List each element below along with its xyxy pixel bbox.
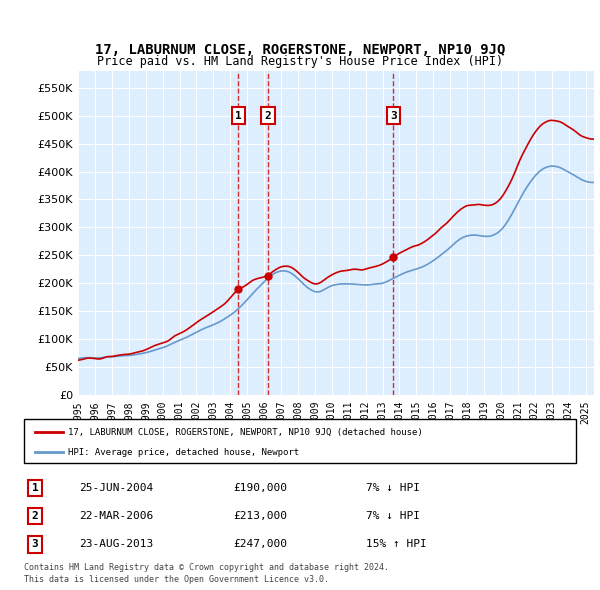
Text: Price paid vs. HM Land Registry's House Price Index (HPI): Price paid vs. HM Land Registry's House … [97,55,503,68]
Text: 17, LABURNUM CLOSE, ROGERSTONE, NEWPORT, NP10 9JQ: 17, LABURNUM CLOSE, ROGERSTONE, NEWPORT,… [95,43,505,57]
Text: 3: 3 [390,110,397,120]
Text: 25-JUN-2004: 25-JUN-2004 [79,483,154,493]
Text: £213,000: £213,000 [234,511,288,521]
Text: 22-MAR-2006: 22-MAR-2006 [79,511,154,521]
Text: 2: 2 [265,110,271,120]
Text: 7% ↓ HPI: 7% ↓ HPI [366,483,420,493]
Text: 7% ↓ HPI: 7% ↓ HPI [366,511,420,521]
Text: HPI: Average price, detached house, Newport: HPI: Average price, detached house, Newp… [68,448,299,457]
Text: 17, LABURNUM CLOSE, ROGERSTONE, NEWPORT, NP10 9JQ (detached house): 17, LABURNUM CLOSE, ROGERSTONE, NEWPORT,… [68,428,423,437]
Text: 15% ↑ HPI: 15% ↑ HPI [366,539,427,549]
FancyBboxPatch shape [24,419,576,463]
Text: £190,000: £190,000 [234,483,288,493]
Text: 23-AUG-2013: 23-AUG-2013 [79,539,154,549]
Text: Contains HM Land Registry data © Crown copyright and database right 2024.: Contains HM Land Registry data © Crown c… [24,563,389,572]
Text: 1: 1 [32,483,38,493]
Text: £247,000: £247,000 [234,539,288,549]
Text: 3: 3 [32,539,38,549]
Text: This data is licensed under the Open Government Licence v3.0.: This data is licensed under the Open Gov… [24,575,329,584]
Text: 2: 2 [32,511,38,521]
Text: 1: 1 [235,110,242,120]
